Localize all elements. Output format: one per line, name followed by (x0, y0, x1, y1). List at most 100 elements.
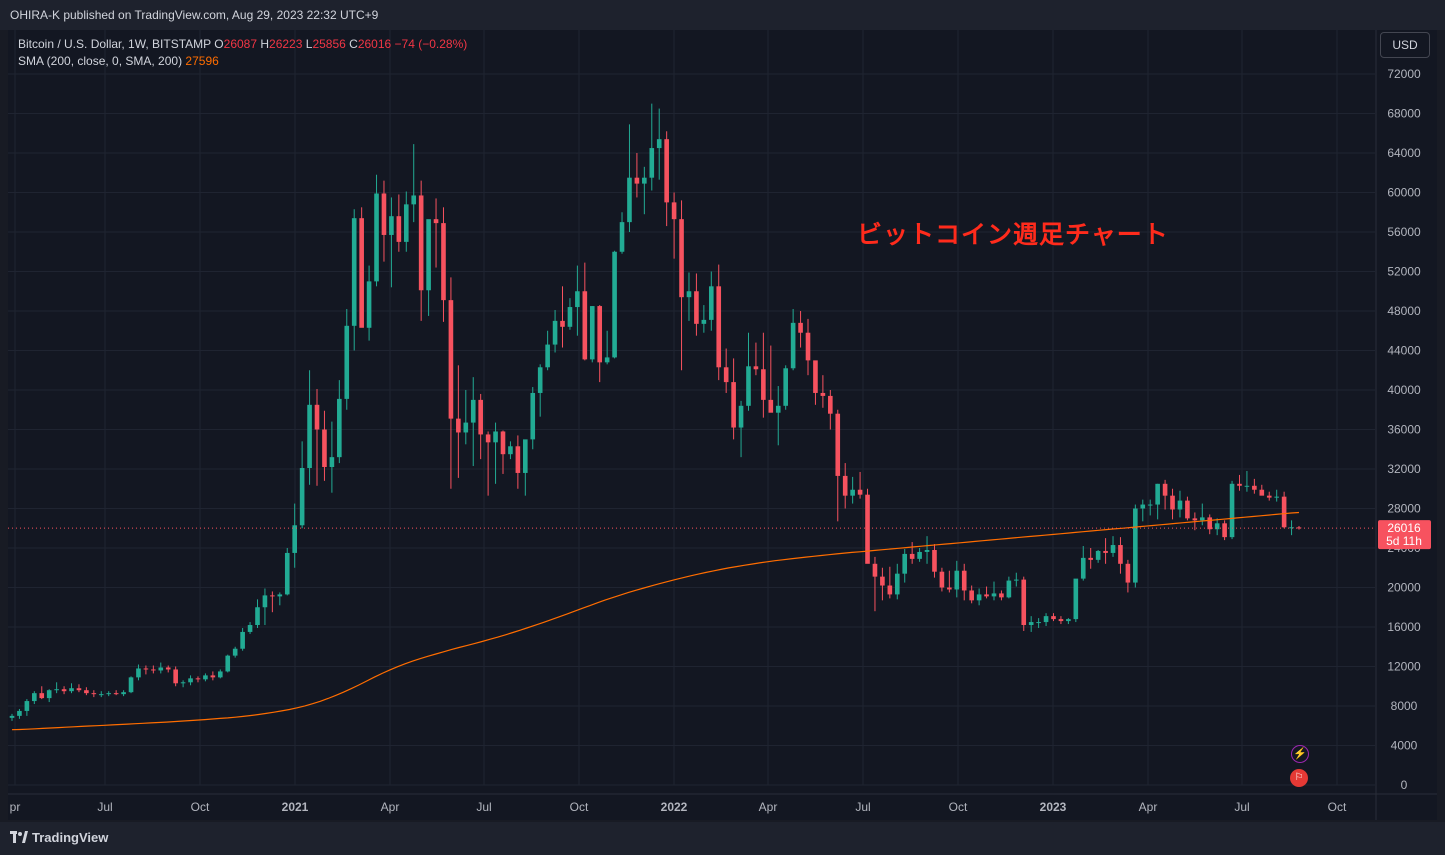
x-tick-label: Oct (949, 800, 968, 814)
candle-body (1103, 550, 1108, 553)
candle-body (1214, 523, 1220, 530)
y-tick-label: 4000 (1391, 739, 1418, 753)
candle-body (909, 553, 915, 559)
candle-body (828, 395, 833, 414)
candle-body (589, 306, 595, 360)
x-tick-label: Jul (855, 800, 870, 814)
candle-body (865, 494, 870, 564)
x-tick-label: Jul (1234, 800, 1249, 814)
candle-body (969, 590, 974, 601)
price-chart[interactable]: 72000 68000 64000 60000 56000 52000 48000 44000… (8, 30, 1437, 820)
candle-body (500, 431, 506, 455)
candle-body (195, 678, 201, 680)
high-value: 26223 (269, 37, 303, 51)
candle-body (1192, 518, 1198, 521)
candle-body (1162, 483, 1168, 496)
candle-body (374, 193, 379, 282)
candle-body (694, 291, 699, 324)
flash-icon[interactable]: ⚡ (1291, 745, 1309, 763)
candle-body (54, 689, 59, 691)
candle-body (902, 553, 908, 574)
candle-body (240, 631, 245, 649)
candle-body (1073, 578, 1079, 620)
y-tick-label: 28000 (1387, 502, 1421, 516)
candle-body (917, 551, 922, 559)
candle-body (359, 218, 364, 328)
y-tick-label: 12000 (1387, 660, 1421, 674)
last-price-tag (1378, 520, 1431, 550)
chart-pane[interactable] (8, 30, 1437, 820)
candle-body (753, 366, 759, 370)
candle-body (671, 202, 677, 220)
candle-body (805, 332, 811, 361)
candle-body (1043, 616, 1049, 623)
candle-body (1185, 500, 1190, 519)
candle-body (835, 413, 841, 476)
us-flag-icon[interactable]: ⚐ (1290, 769, 1308, 787)
candle-body (203, 675, 208, 680)
sma-line (11, 511, 1300, 731)
candle-body (999, 593, 1004, 598)
candle-body (523, 439, 528, 473)
candle-body (887, 585, 893, 595)
candle-body (1095, 550, 1101, 560)
candle-body (1252, 485, 1257, 490)
y-tick-label: 60000 (1387, 186, 1421, 200)
sma-label[interactable]: SMA (200, close, 0, SMA, 200) (18, 54, 183, 68)
candle-body (292, 525, 297, 553)
candle-body (552, 320, 558, 345)
tradingview-brand[interactable]: TradingView (10, 830, 108, 845)
candle-body (515, 446, 521, 473)
candle-body (619, 222, 625, 252)
candle-body (582, 291, 588, 360)
candle-body (270, 595, 275, 597)
candle-body (1014, 579, 1019, 581)
candle-body (1147, 504, 1153, 506)
symbol-title[interactable]: Bitcoin / U.S. Dollar, 1W, BITSTAMP (18, 37, 211, 51)
y-tick-label: 64000 (1387, 146, 1421, 160)
chart-annotation-text[interactable]: ビットコイン週足チャート (857, 221, 1169, 249)
candle-body (24, 701, 30, 711)
candle-body (1229, 483, 1235, 538)
candle-body (46, 690, 52, 699)
candle-body (389, 216, 394, 235)
low-value: 25856 (312, 37, 346, 51)
candle-body (485, 434, 491, 443)
candle-body (1170, 495, 1175, 510)
candle-body (1266, 495, 1272, 498)
candle-body (441, 223, 446, 301)
y-tick-label: 68000 (1387, 107, 1421, 121)
candle-body (448, 300, 454, 419)
candle-body (98, 694, 104, 696)
symbol-legend-row: Bitcoin / U.S. Dollar, 1W, BITSTAMP O260… (18, 36, 467, 53)
candle-body (642, 177, 647, 184)
x-tick-label: Oct (570, 800, 589, 814)
sma-value: 27596 (185, 54, 219, 68)
y-tick-label: 8000 (1391, 699, 1418, 713)
candle-body (880, 576, 885, 586)
candle-body (1199, 517, 1205, 521)
candle-body (1118, 545, 1123, 564)
currency-button[interactable]: USD (1380, 32, 1430, 58)
candle-body (381, 193, 387, 235)
candle-body (1021, 579, 1027, 626)
candle-body (634, 177, 640, 184)
candle-body (158, 667, 164, 671)
candle-body (1140, 504, 1146, 509)
candle-body (597, 306, 603, 363)
footer-brand-label: TradingView (32, 830, 109, 845)
candle-body (9, 715, 15, 718)
high-label: H (260, 37, 270, 51)
candle-body (530, 392, 536, 440)
candle-body (366, 281, 372, 328)
candle-body (61, 689, 67, 692)
candle-body (1296, 527, 1302, 529)
candle-body (984, 594, 989, 597)
candle-body (768, 399, 774, 413)
tradingview-logo-icon (10, 831, 28, 843)
candle-body (463, 422, 469, 433)
candle-body (1006, 580, 1012, 598)
x-tick-label: Oct (1328, 800, 1347, 814)
candle-body (701, 319, 707, 324)
sma-legend-row: SMA (200, close, 0, SMA, 200) 27596 (18, 53, 467, 70)
